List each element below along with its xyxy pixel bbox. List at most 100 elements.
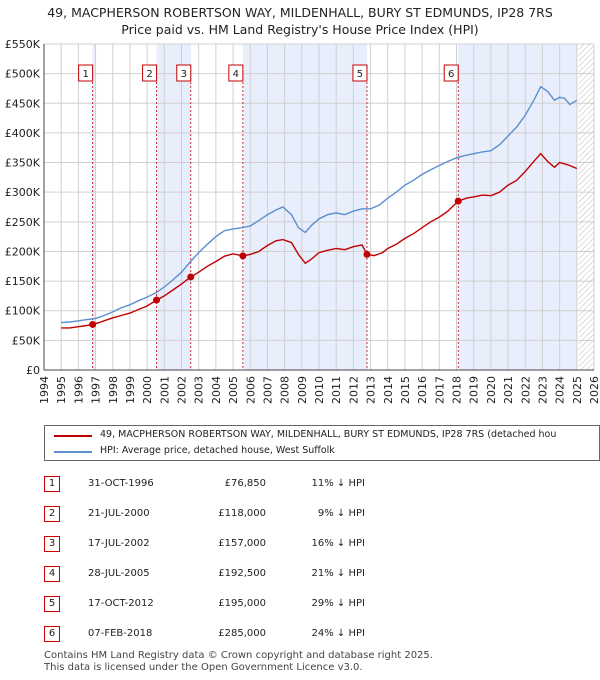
- sale-row-2: 2 21-JUL-2000 £118,000 9% ↓ HPI: [44, 506, 374, 526]
- sale-point-2: [153, 296, 161, 304]
- sale-row-6: 6 07-FEB-2018 £285,000 24% ↓ HPI: [44, 626, 374, 646]
- sale-date: 17-OCT-2012: [88, 598, 154, 609]
- y-tick-label: £100K: [5, 305, 41, 318]
- sale-hpi-diff: 11% ↓ HPI: [311, 478, 365, 489]
- x-tick-label: 2000: [141, 376, 154, 404]
- sale-point-5: [363, 250, 371, 258]
- title-line-2: Price paid vs. HM Land Registry's House …: [121, 22, 479, 37]
- sale-price: £192,500: [218, 568, 266, 579]
- x-tick-label: 2010: [313, 376, 326, 404]
- x-tick-label: 2012: [347, 376, 360, 404]
- x-tick-label: 2014: [382, 376, 395, 404]
- x-tick-label: 2007: [261, 376, 274, 404]
- x-tick-label: 2005: [227, 376, 240, 404]
- x-tick-label: 2020: [485, 376, 498, 404]
- legend-label-hpi: HPI: Average price, detached house, West…: [100, 445, 335, 456]
- price-chart: £0 £50K £100K £150K £200K £250K £300K £350K £400…: [5, 38, 600, 404]
- x-tick-label: 2016: [416, 376, 429, 404]
- x-tick-label: 1997: [90, 376, 103, 404]
- x-tick-label: 2001: [158, 376, 171, 404]
- x-tick-label: 2017: [433, 376, 446, 404]
- legend-label-property: 49, MACPHERSON ROBERTSON WAY, MILDENHALL…: [100, 429, 557, 440]
- sale-label-4: 4: [233, 69, 239, 80]
- x-tick-label: 2024: [554, 376, 567, 404]
- x-tick-label: 1994: [38, 376, 51, 404]
- x-tick-label: 1995: [55, 376, 68, 404]
- sale-label-1: 1: [82, 69, 88, 80]
- x-tick-label: 2023: [536, 376, 549, 404]
- x-tick-label: 2019: [468, 376, 481, 404]
- x-tick-label: 2025: [571, 376, 584, 404]
- sale-hpi-diff: 9% ↓ HPI: [317, 508, 365, 519]
- x-tick-label: 2018: [451, 376, 464, 404]
- sale-price: £76,850: [224, 478, 266, 489]
- shaded-range-3: [242, 44, 367, 370]
- x-tick-label: 2011: [330, 376, 343, 404]
- title-line-1: 49, MACPHERSON ROBERTSON WAY, MILDENHALL…: [47, 5, 553, 20]
- sale-label-box-6: [443, 64, 459, 82]
- sale-date: 17-JUL-2002: [88, 538, 150, 549]
- sale-number-badge: 5: [44, 596, 60, 612]
- y-tick-label: £550K: [5, 38, 41, 51]
- y-tick-label: £200K: [5, 245, 41, 258]
- legend-swatch-hpi: [54, 451, 92, 453]
- sale-price: £195,000: [218, 598, 266, 609]
- x-tick-label: 1998: [107, 376, 120, 404]
- x-tick-label: 2021: [502, 376, 515, 404]
- x-tick-label: 1999: [124, 376, 137, 404]
- sale-point-3: [187, 273, 195, 281]
- sale-hpi-diff: 21% ↓ HPI: [311, 568, 365, 579]
- footer-line-1: Contains HM Land Registry data © Crown c…: [44, 650, 433, 661]
- y-tick-label: £50K: [12, 334, 41, 347]
- y-tick-label: £0: [26, 364, 40, 377]
- x-tick-label: 2008: [279, 376, 292, 404]
- x-tick-label: 2003: [193, 376, 206, 404]
- x-tick-label: 2006: [244, 376, 257, 404]
- sale-point-4: [239, 252, 247, 260]
- sale-hpi-diff: 24% ↓ HPI: [311, 628, 365, 639]
- x-tick-label: 2009: [296, 376, 309, 404]
- sale-number-badge: 4: [44, 566, 60, 582]
- y-tick-label: £400K: [5, 127, 41, 140]
- legend-swatch-property: [54, 435, 92, 437]
- shaded-range-2: [156, 44, 191, 370]
- x-tick-label: 2022: [519, 376, 532, 404]
- sale-number-badge: 1: [44, 476, 60, 492]
- sale-label-box-2: [142, 64, 158, 82]
- footer-line-2: This data is licensed under the Open Gov…: [44, 662, 363, 673]
- y-tick-label: £250K: [5, 216, 41, 229]
- sale-label-6: 6: [448, 69, 454, 80]
- series-line-hpi: [61, 85, 578, 324]
- y-tick-label: £150K: [5, 275, 41, 288]
- sale-date: 28-JUL-2005: [88, 568, 150, 579]
- sale-hpi-diff: 29% ↓ HPI: [311, 598, 365, 609]
- series-line-property: [61, 152, 578, 329]
- x-tick-label: 2026: [588, 376, 600, 404]
- sale-label-3: 3: [181, 69, 187, 80]
- shaded-range-1: [92, 44, 96, 370]
- x-tick-label: 2015: [399, 376, 412, 404]
- sale-row-5: 5 17-OCT-2012 £195,000 29% ↓ HPI: [44, 596, 374, 616]
- sale-point-6: [454, 197, 462, 205]
- future-hatch-area: [578, 44, 594, 370]
- sale-price: £118,000: [218, 508, 266, 519]
- x-tick-label: 2002: [176, 376, 189, 404]
- shaded-range-4: [458, 44, 577, 370]
- sale-point-1: [89, 320, 97, 328]
- chart-title: 49, MACPHERSON ROBERTSON WAY, MILDENHALL…: [0, 4, 600, 38]
- y-tick-label: £500K: [5, 68, 41, 81]
- footer-note: Contains HM Land Registry data © Crown c…: [44, 650, 433, 674]
- y-tick-label: £300K: [5, 186, 41, 199]
- x-tick-label: 2004: [210, 376, 223, 404]
- sale-row-3: 3 17-JUL-2002 £157,000 16% ↓ HPI: [44, 536, 374, 556]
- sale-date: 07-FEB-2018: [88, 628, 153, 639]
- sale-price: £285,000: [218, 628, 266, 639]
- sale-label-box-3: [176, 64, 192, 82]
- sale-label-box-5: [352, 64, 368, 82]
- y-tick-label: £350K: [5, 157, 41, 170]
- sale-row-1: 1 31-OCT-1996 £76,850 11% ↓ HPI: [44, 476, 374, 496]
- sale-label-2: 2: [146, 69, 152, 80]
- sale-date: 21-JUL-2000: [88, 508, 150, 519]
- sale-label-5: 5: [357, 69, 363, 80]
- x-tick-label: 2013: [365, 376, 378, 404]
